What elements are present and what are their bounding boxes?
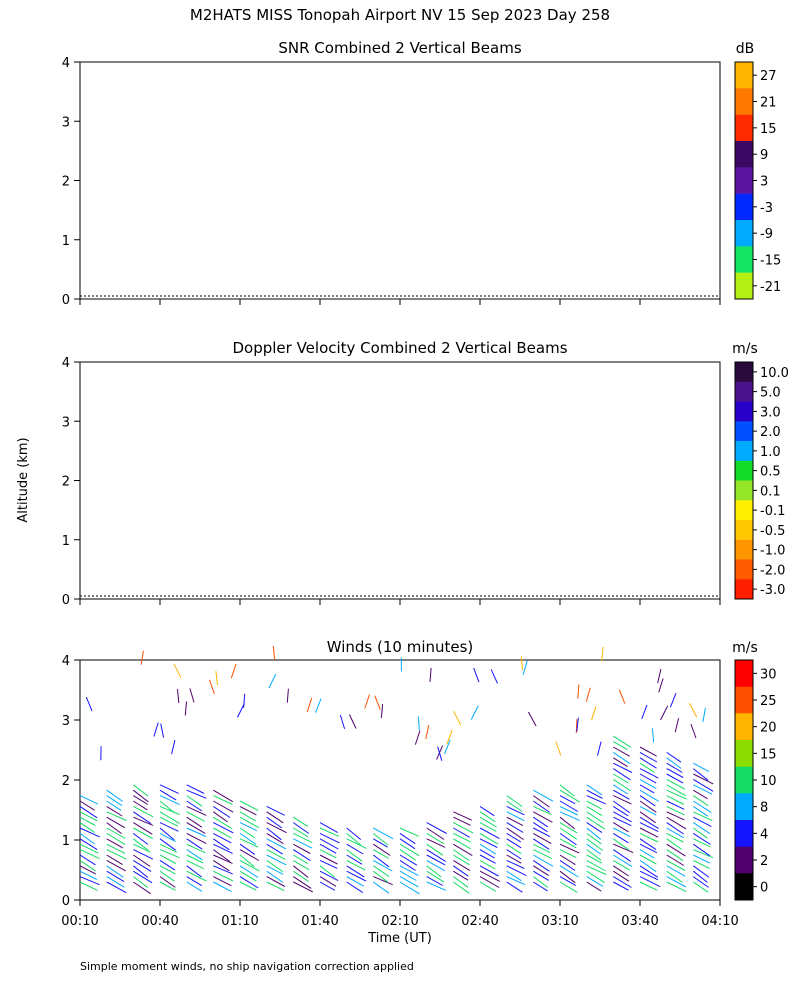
snr-ytick-label: 4: [62, 56, 70, 71]
snr-colorbar-label: -21: [760, 280, 781, 295]
snr-ytick-label: 3: [62, 115, 70, 130]
snr-panel: SNR Combined 2 Vertical Beams dB 0 1 2 3 4 27…: [62, 39, 782, 308]
snr-title: SNR Combined 2 Vertical Beams: [278, 39, 521, 57]
velocity-title: Doppler Velocity Combined 2 Vertical Bea…: [232, 339, 567, 357]
snr-colorbar-swatch: [735, 88, 753, 115]
snr-colorbar-label: -3: [760, 201, 773, 216]
velocity-plot-frame: [79, 361, 721, 600]
page-title: M2HATS MISS Tonopah Airport NV 15 Sep 20…: [190, 6, 610, 24]
snr-colorbar-swatch: [735, 114, 753, 142]
velocity-colorbar-unit: m/s: [732, 341, 758, 357]
snr-colorbar-label: 21: [760, 96, 777, 111]
snr-colorbar-swatch: [735, 246, 753, 273]
snr-ytick-label: 2: [62, 175, 70, 190]
snr-colorbar-label: 9: [760, 148, 768, 163]
snr-colorbar-swatch: [735, 141, 753, 168]
snr-colorbar-label: 15: [760, 122, 777, 137]
snr-colorbar-label: 27: [760, 69, 777, 84]
snr-colorbar-unit: dB: [736, 41, 755, 57]
snr-colorbar-swatch: [735, 193, 753, 221]
snr-colorbar-label: -15: [760, 254, 781, 269]
snr-ytick-label: 1: [62, 234, 70, 249]
snr-colorbar-swatch: [735, 62, 753, 89]
snr-colorbar-swatch: [735, 167, 753, 194]
snr-colorbar-swatch: [735, 220, 753, 247]
snr-colorbar-label: -9: [760, 227, 773, 242]
snr-colorbar-swatch: [735, 272, 753, 300]
snr-colorbar-label: 3: [760, 175, 768, 190]
snr-ytick-label: 0: [62, 293, 70, 308]
snr-plot-frame: [79, 61, 721, 300]
y-axis-label: Altitude (km): [16, 437, 31, 522]
velocity-panel: Doppler Velocity Combined 2 Vertical Bea…: [62, 339, 789, 608]
